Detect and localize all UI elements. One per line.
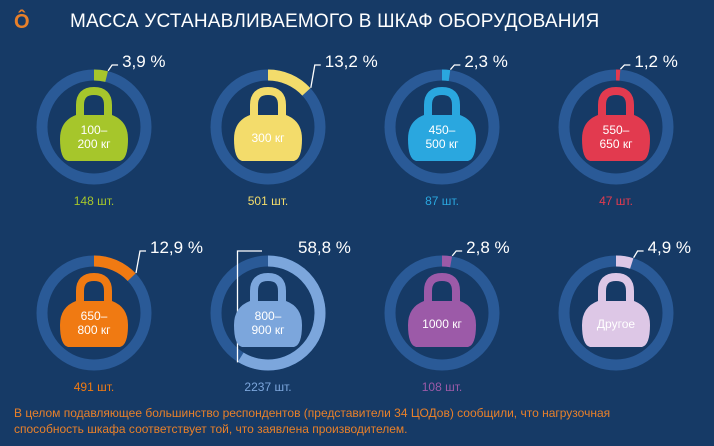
weight-label: 450– — [429, 123, 456, 137]
donut-2: 13,2 % 300 кг 501 шт. — [210, 52, 378, 208]
leader-line — [135, 250, 147, 274]
weight-label: 900 кг — [252, 323, 286, 337]
page-title: МАССА УСТАНАВЛИВАЕМОГО В ШКАФ ОБОРУДОВАН… — [70, 11, 600, 32]
logo-icon: Ô — [14, 10, 30, 33]
percent-label: 12,9 % — [150, 238, 203, 257]
count-label: 2237 шт. — [244, 380, 291, 394]
kettlebell-body — [408, 115, 476, 161]
leader-line — [449, 64, 461, 71]
kettlebell-body — [582, 301, 650, 347]
weight-label: 100– — [81, 123, 108, 137]
ring-value-arc — [267, 69, 311, 96]
weight-label: 800– — [255, 309, 282, 323]
kettlebell-handle — [424, 86, 460, 121]
donut-5: 12,9 % 650–800 кг 491 шт. — [36, 238, 203, 394]
count-label: 148 шт. — [74, 194, 114, 208]
donut-8: 4,9 % Другое — [558, 238, 691, 371]
weight-label: 650 кг — [600, 137, 634, 151]
weight-label: 200 кг — [78, 137, 112, 151]
percent-label: 2,8 % — [466, 238, 509, 257]
kettlebell-body — [582, 115, 650, 161]
weight-label: 300 кг — [252, 131, 286, 145]
weight-label: 650– — [81, 309, 108, 323]
ring-value-arc — [615, 255, 634, 269]
donut-1: 3,9 % 100–200 кг 148 шт. — [36, 52, 166, 208]
donut-6: 58,8 % 800–900 кг 2237 шт. — [210, 238, 351, 394]
kettlebell-handle — [250, 86, 286, 121]
footnote: В целом подавляющее большинство респонде… — [14, 406, 611, 436]
leader-line — [107, 64, 119, 72]
donut-7: 2,8 % 1000 кг 108 шт. — [384, 238, 510, 394]
leader-line — [619, 64, 631, 70]
percent-label: 58,8 % — [298, 238, 351, 257]
kettlebell-body — [234, 301, 302, 347]
weight-label: Другое — [597, 317, 635, 331]
weight-label: 1000 кг — [422, 317, 462, 331]
kettlebell-handle — [76, 272, 112, 307]
kettlebell-handle — [424, 272, 460, 307]
kettlebell-body — [60, 301, 128, 347]
percent-label: 4,9 % — [648, 238, 691, 257]
kettlebell-body — [60, 115, 128, 161]
weight-label: 500 кг — [426, 137, 460, 151]
kettlebell-body — [234, 115, 302, 161]
ring-value-arc — [93, 69, 108, 82]
percent-label: 13,2 % — [325, 52, 378, 71]
percent-label: 1,2 % — [634, 52, 677, 71]
leader-line — [451, 250, 463, 257]
weight-label: 550– — [603, 123, 630, 137]
kettlebell-handle — [250, 272, 286, 307]
kettlebell-body — [408, 301, 476, 347]
count-label: 491 шт. — [74, 380, 114, 394]
leader-line — [310, 64, 321, 88]
donut-4: 1,2 % 550–650 кг 47 шт. — [558, 52, 678, 208]
kettlebell-handle — [598, 86, 634, 121]
percent-label: 3,9 % — [122, 52, 165, 71]
ring-value-arc — [93, 255, 136, 282]
count-label: 87 шт. — [425, 194, 459, 208]
count-label: 108 шт. — [422, 380, 462, 394]
percent-label: 2,3 % — [464, 52, 507, 71]
kettlebell-handle — [76, 86, 112, 121]
count-label: 501 шт. — [248, 194, 288, 208]
ring-value-arc — [441, 255, 453, 268]
count-label: 47 шт. — [599, 194, 633, 208]
ring-value-arc — [441, 69, 451, 81]
leader-line — [633, 250, 644, 259]
header: Ô МАССА УСТАНАВЛИВАЕМОГО В ШКАФ ОБОРУДОВ… — [14, 8, 599, 36]
kettlebell-handle — [598, 272, 634, 307]
donut-3: 2,3 % 450–500 кг 87 шт. — [384, 52, 508, 208]
ring-value-arc — [237, 255, 326, 371]
weight-label: 800 кг — [78, 323, 112, 337]
